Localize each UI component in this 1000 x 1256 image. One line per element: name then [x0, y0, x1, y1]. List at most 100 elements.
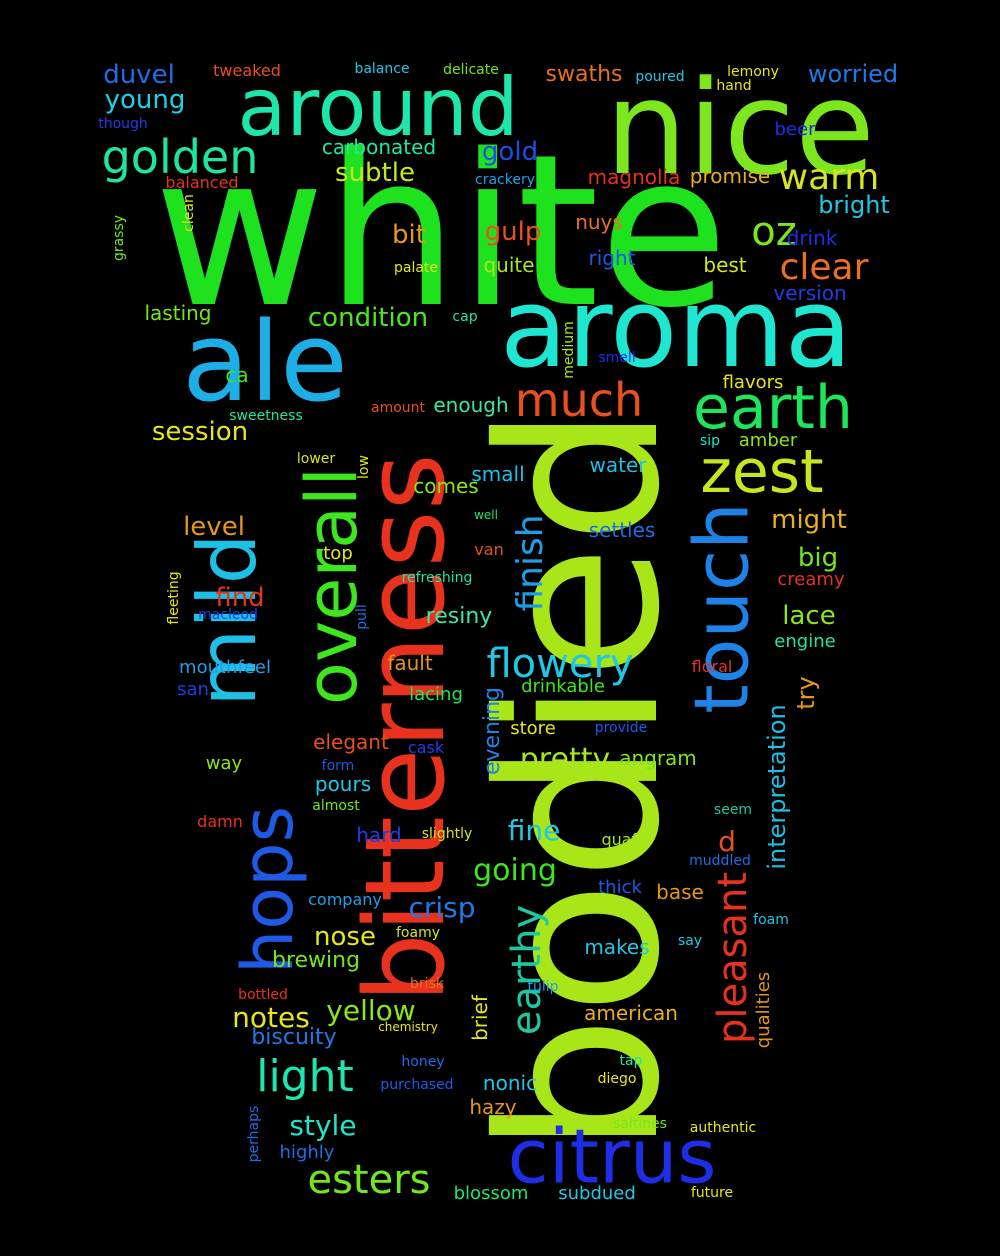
- word-angram: angram: [619, 746, 697, 770]
- word-try: try: [792, 676, 820, 710]
- word-bottled: bottled: [238, 987, 288, 1003]
- word-san: san: [177, 679, 209, 700]
- word-foam: foam: [753, 912, 789, 928]
- word-oz: oz: [751, 209, 797, 255]
- word-notes: notes: [232, 1001, 310, 1034]
- word-poured: poured: [635, 69, 685, 85]
- word-small: small: [471, 462, 525, 486]
- word-pretty: pretty: [519, 742, 611, 777]
- word-balanced: balanced: [165, 173, 239, 192]
- word-lower: lower: [296, 451, 336, 467]
- word-yellow: yellow: [326, 994, 416, 1027]
- word-sip: sip: [699, 433, 721, 449]
- word-medium: medium: [561, 321, 577, 379]
- word-overall: overall: [291, 467, 373, 705]
- word-company: company: [308, 890, 382, 909]
- word-saltines: saltines: [613, 1116, 667, 1132]
- word-diego: diego: [597, 1071, 637, 1087]
- word-drink: drink: [786, 226, 838, 250]
- word-lemony: lemony: [727, 64, 779, 80]
- word-nonic: nonic: [482, 1071, 538, 1095]
- word-foamy: foamy: [396, 925, 440, 941]
- word-esters: esters: [307, 1157, 431, 1203]
- word-blossom: blossom: [453, 1183, 529, 1204]
- word-settles: settles: [588, 518, 656, 542]
- word-big: big: [797, 543, 839, 573]
- word-mouthfeel: mouthfeel: [179, 657, 271, 678]
- word-version: version: [773, 281, 847, 305]
- word-base: base: [656, 880, 704, 904]
- word-elegant: elegant: [313, 730, 389, 754]
- word-bit: bit: [392, 220, 426, 250]
- word-beer: beer: [774, 119, 816, 140]
- word-best: best: [703, 253, 747, 277]
- word-clear: clear: [779, 247, 869, 288]
- word-tulip: tulip: [527, 979, 559, 995]
- word-cask: cask: [407, 738, 445, 757]
- word-makes: makes: [584, 935, 650, 959]
- word-chemistry: chemistry: [378, 1020, 438, 1034]
- word-lacing: lacing: [409, 684, 463, 705]
- word-fleeting: fleeting: [166, 571, 182, 625]
- word-drinkable: drinkable: [521, 676, 605, 697]
- word-tweaked: tweaked: [213, 61, 281, 80]
- word-d: d: [718, 825, 736, 858]
- word-earthy: earthy: [504, 904, 550, 1036]
- word-flavors: flavors: [722, 372, 784, 393]
- word-hard: hard: [356, 823, 402, 847]
- word-pours: pours: [314, 772, 372, 796]
- word-refreshing: refreshing: [401, 570, 473, 586]
- word-clean: clean: [181, 194, 197, 232]
- word-crisp: crisp: [408, 891, 476, 924]
- word-though: though: [98, 116, 148, 132]
- word-find: find: [215, 583, 265, 613]
- word-young: young: [104, 85, 186, 115]
- word-low: low: [356, 455, 372, 479]
- word-worried: worried: [807, 60, 899, 88]
- word-gold: gold: [481, 137, 539, 167]
- word-amount: amount: [370, 400, 426, 416]
- word-flowery: flowery: [486, 641, 634, 687]
- word-might: might: [771, 505, 847, 535]
- word-pull: pull: [354, 604, 370, 630]
- word-floral: floral: [691, 657, 733, 676]
- word-future: future: [690, 1185, 734, 1201]
- word-lasting: lasting: [144, 301, 212, 325]
- word-subtle: subtle: [335, 158, 415, 188]
- word-quaff: quaff: [601, 830, 643, 849]
- word-evening: evening: [480, 686, 505, 776]
- word-brisk: brisk: [410, 976, 444, 992]
- word-subdued: subdued: [558, 1183, 636, 1204]
- word-aroma: aroma: [499, 264, 853, 392]
- word-van: van: [474, 540, 504, 559]
- word-pleasant: pleasant: [710, 871, 756, 1045]
- word-way: way: [205, 753, 243, 774]
- word-warm: warm: [778, 157, 880, 198]
- word-amber: amber: [738, 430, 798, 451]
- word-light: light: [256, 1051, 354, 1102]
- word-delicate: delicate: [443, 62, 499, 78]
- word-top: top: [323, 543, 353, 564]
- word-perhaps: perhaps: [246, 1105, 262, 1163]
- word-muddled: muddled: [689, 853, 751, 869]
- word-ale: ale: [182, 298, 348, 426]
- word-finish: finish: [510, 514, 551, 612]
- word-much: much: [514, 373, 644, 427]
- word-well: well: [474, 508, 498, 522]
- word-say: say: [677, 933, 703, 949]
- word-crackery: crackery: [475, 172, 535, 188]
- word-palate: palate: [393, 260, 439, 276]
- word-nose: nose: [314, 922, 376, 952]
- word-enough: enough: [433, 393, 509, 417]
- word-around: around: [237, 61, 519, 154]
- word-american: american: [584, 1001, 678, 1025]
- word-qualities: qualities: [753, 971, 774, 1049]
- word-white: white: [153, 109, 729, 354]
- word-store: store: [510, 718, 556, 739]
- word-honey: honey: [401, 1054, 445, 1070]
- word-zest: zest: [700, 437, 824, 507]
- word-going: going: [473, 853, 557, 888]
- word-cap: cap: [452, 309, 478, 325]
- word-nuys: nuys: [575, 210, 623, 234]
- word-hazy: hazy: [469, 1095, 517, 1119]
